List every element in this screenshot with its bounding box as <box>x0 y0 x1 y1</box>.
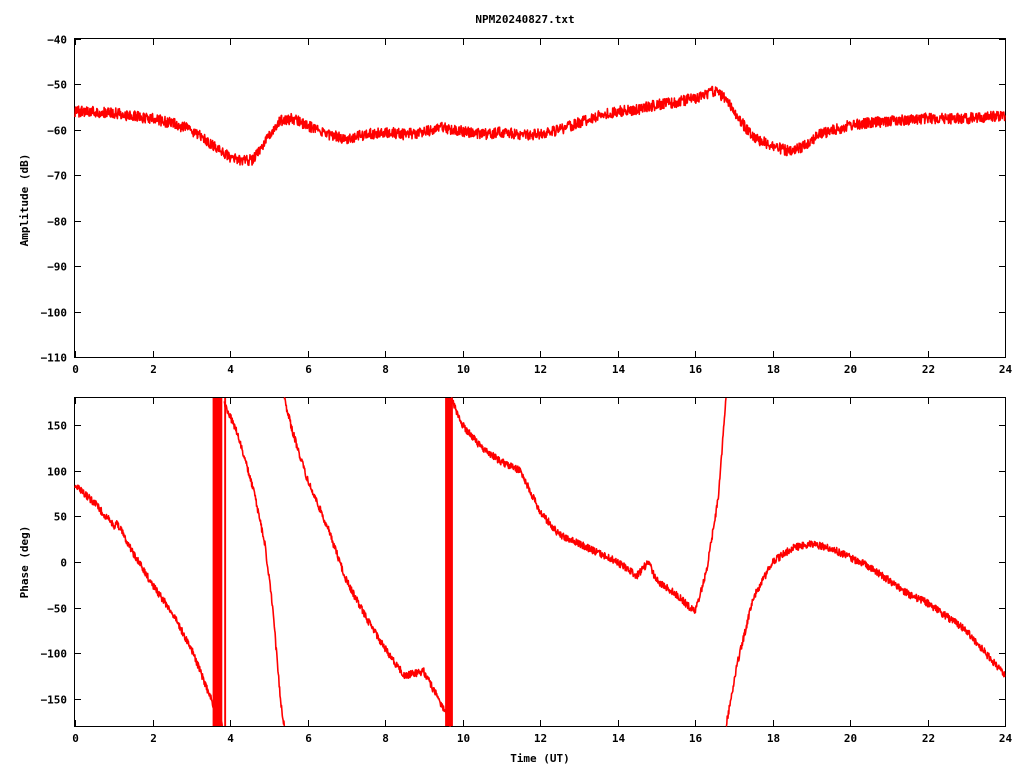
x-tick-label: 8 <box>382 732 389 745</box>
x-tick-label: 22 <box>922 363 935 376</box>
phase-plot-frame <box>74 397 1006 727</box>
x-tick-label: 10 <box>457 732 470 745</box>
y-tick-label: −50 <box>47 603 67 616</box>
y-tick-label: −40 <box>47 34 67 47</box>
y-tick-label: −70 <box>47 170 67 183</box>
y-tick-label: −80 <box>47 216 67 229</box>
series-line <box>725 540 1006 727</box>
amplitude-plot-frame <box>74 38 1006 358</box>
y-tick-label: −50 <box>47 79 67 92</box>
x-tick-label: 20 <box>844 732 857 745</box>
x-tick-label: 0 <box>72 732 79 745</box>
x-tick-label: 10 <box>457 363 470 376</box>
series-line <box>74 484 224 727</box>
amplitude-series-group <box>74 85 1006 167</box>
amplitude-panel: Amplitude (dB) 0 2 4 6 8 10 12 14 16 18 20 22 24−110… <box>18 34 1012 377</box>
x-tick-label: 6 <box>305 363 312 376</box>
y-tick-label: −100 <box>41 307 68 320</box>
phase-y-axis-label: Phase (deg) <box>18 526 31 599</box>
wrap-band <box>445 398 453 726</box>
x-tick-label: 12 <box>534 732 547 745</box>
y-tick-label: −110 <box>41 352 68 365</box>
x-tick-label: 16 <box>689 363 703 376</box>
chart-title: NPM20240827.txt <box>475 13 574 26</box>
y-tick-label: −100 <box>41 648 68 661</box>
x-tick-label: 4 <box>227 732 234 745</box>
y-tick-label: 0 <box>60 557 67 570</box>
x-tick-label: 2 <box>150 363 157 376</box>
series-line <box>223 401 286 727</box>
series-line <box>283 397 452 727</box>
x-tick-label: 18 <box>767 732 780 745</box>
x-tick-label: 20 <box>844 363 857 376</box>
y-tick-label: −90 <box>47 261 67 274</box>
x-tick-label: 24 <box>999 363 1013 376</box>
x-tick-label: 22 <box>922 732 935 745</box>
x-tick-label: 6 <box>305 732 312 745</box>
wrap-band <box>224 398 227 726</box>
wrap-band <box>212 398 223 726</box>
y-tick-label: 50 <box>54 511 67 524</box>
phase-panel: Phase (deg) 0 2 4 6 8 10 12 14 16 18 20 22 24−150−10… <box>18 397 1013 765</box>
phase-series-group <box>74 397 1006 727</box>
x-tick-label: 8 <box>382 363 389 376</box>
y-tick-label: 100 <box>47 466 67 479</box>
time-x-axis-label: Time (UT) <box>510 752 570 765</box>
amplitude-axis-ticks: 0 2 4 6 8 10 12 14 16 18 20 22 24−110−100−90−80−70−6… <box>41 34 1013 377</box>
y-tick-label: −60 <box>47 125 67 138</box>
x-tick-label: 18 <box>767 363 780 376</box>
x-tick-label: 12 <box>534 363 547 376</box>
x-tick-label: 16 <box>689 732 703 745</box>
x-tick-label: 24 <box>999 732 1013 745</box>
x-tick-label: 2 <box>150 732 157 745</box>
amplitude-y-axis-label: Amplitude (dB) <box>18 154 31 247</box>
x-tick-label: 14 <box>612 363 626 376</box>
x-tick-label: 0 <box>72 363 79 376</box>
series-line <box>450 397 727 614</box>
y-tick-label: −150 <box>41 694 68 707</box>
series-line <box>74 85 1006 167</box>
x-tick-label: 4 <box>227 363 234 376</box>
x-tick-label: 14 <box>612 732 626 745</box>
y-tick-label: 150 <box>47 420 67 433</box>
phase-axis-ticks: 0 2 4 6 8 10 12 14 16 18 20 22 24−150−100−5005010015… <box>41 398 1013 745</box>
